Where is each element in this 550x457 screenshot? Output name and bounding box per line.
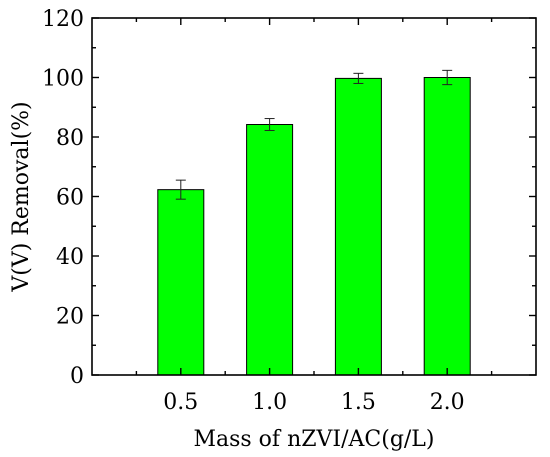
y-tick-label: 120 xyxy=(42,7,84,32)
y-tick-labels: 0 20 40 60 80 100 120 xyxy=(42,7,84,389)
x-tick-label: 2.0 xyxy=(430,390,465,415)
x-tick-label: 1.5 xyxy=(341,390,376,415)
error-bars xyxy=(175,69,453,200)
x-tick-label: 0.5 xyxy=(163,390,198,415)
y-tick-label: 80 xyxy=(56,126,84,151)
y-tick-label: 60 xyxy=(56,186,84,211)
y-tick-label: 0 xyxy=(70,364,84,389)
bar-2.0 xyxy=(423,77,471,376)
bar-1.5 xyxy=(334,77,382,376)
axis-ticks xyxy=(92,17,536,376)
error-bar-2.0 xyxy=(442,69,453,86)
bar-0.5 xyxy=(157,189,205,376)
x-tick-labels: 0.5 1.0 1.5 2.0 xyxy=(163,390,464,415)
bar-1.0 xyxy=(246,124,294,376)
error-bar-0.5 xyxy=(175,179,186,200)
x-axis-title: Mass of nZVI/AC(g/L) xyxy=(193,427,434,452)
y-tick-label: 40 xyxy=(56,245,84,270)
error-bar-1.5 xyxy=(353,72,364,84)
y-tick-label: 100 xyxy=(42,67,84,92)
y-axis-title: V(V) Removal(%) xyxy=(9,101,34,292)
bars xyxy=(157,77,471,376)
y-tick-label: 20 xyxy=(56,305,84,330)
x-tick-label: 1.0 xyxy=(252,390,287,415)
error-bar-1.0 xyxy=(264,118,275,131)
